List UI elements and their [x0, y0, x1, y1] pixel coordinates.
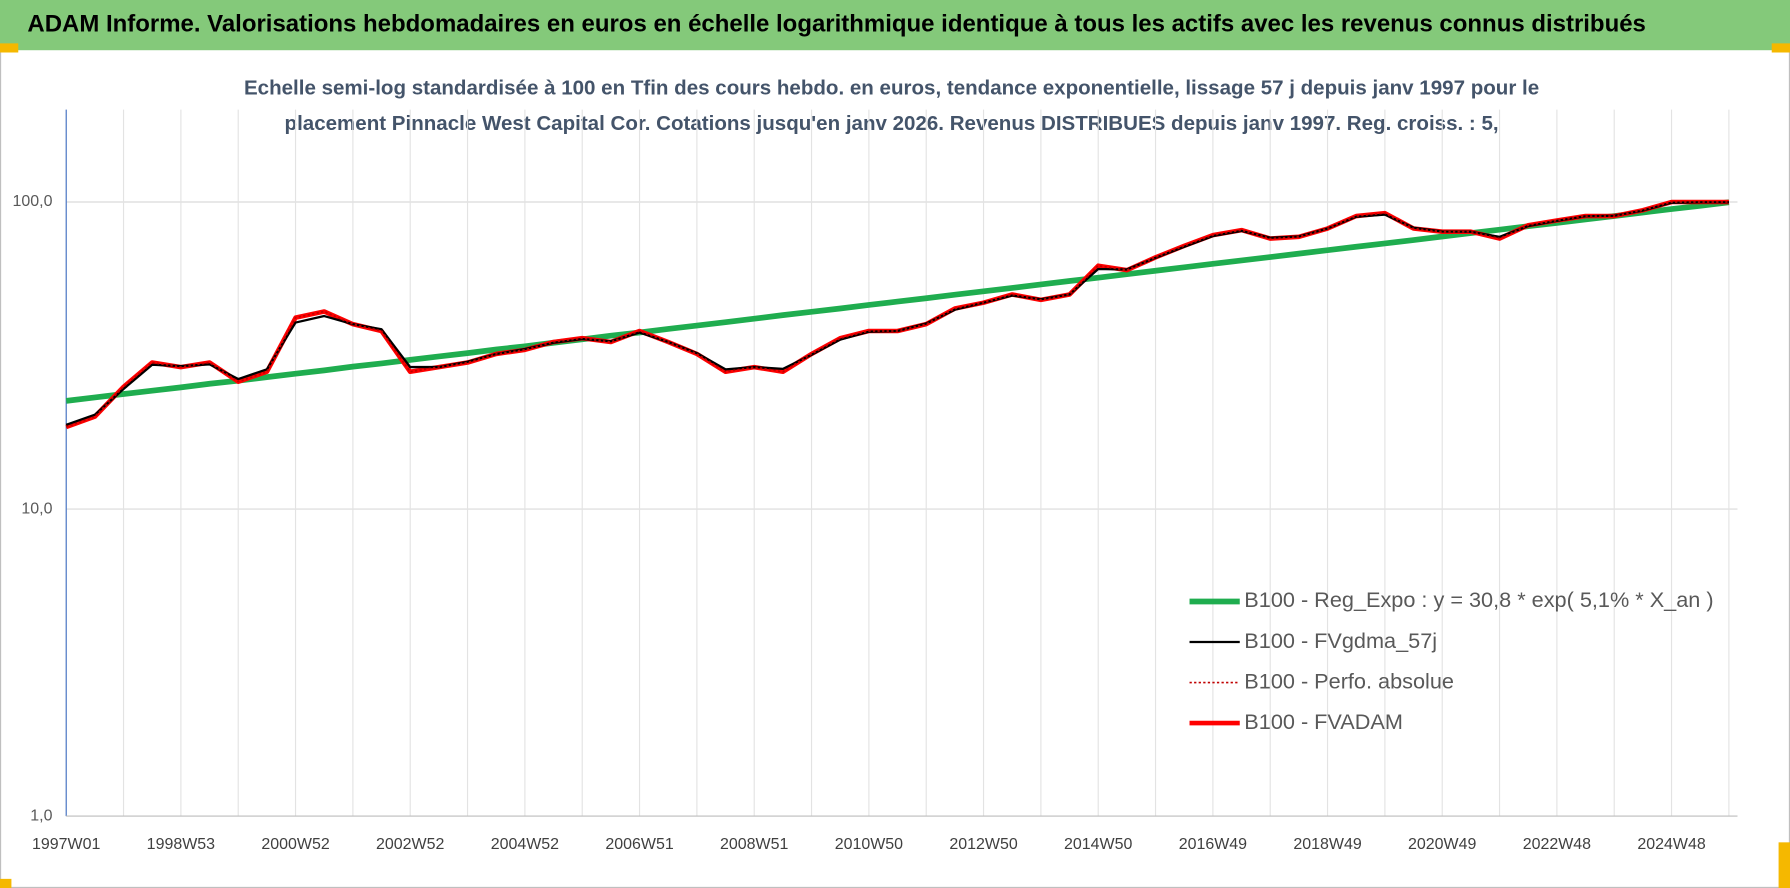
series-line: [65, 201, 1729, 428]
y-tick-label: 10,0: [21, 500, 52, 517]
x-tick-label: 2014W50: [1064, 836, 1132, 853]
corner: [1771, 43, 1790, 53]
title-bar: [0, 0, 1790, 51]
corner: [0, 878, 12, 888]
legend: B100 - Reg_Expo : y = 30,8 * exp( 5,1% *…: [1189, 587, 1714, 734]
x-tick-label: 2010W50: [835, 836, 903, 853]
x-tick-label: 2018W49: [1293, 836, 1361, 853]
chart-subtitle: Echelle semi-log standardisée à 100 en T…: [244, 76, 1539, 99]
legend-label: B100 - Reg_Expo : y = 30,8 * exp( 5,1% *…: [1244, 587, 1713, 612]
legend-label: B100 - FVADAM: [1244, 709, 1403, 734]
x-tick-label: 2008W51: [720, 836, 788, 853]
series-line: [65, 199, 1730, 404]
x-tick-label: 1997W01: [32, 836, 100, 853]
y-tick-label: 100,0: [13, 193, 53, 210]
x-tick-label: 2016W49: [1179, 836, 1247, 853]
plot-area: [65, 199, 1730, 430]
legend-label: B100 - Perfo. absolue: [1244, 668, 1454, 693]
x-tick-label: 2002W52: [376, 836, 444, 853]
x-tick-label: 2020W49: [1408, 836, 1476, 853]
y-tick-label: 1,0: [30, 807, 52, 824]
x-tick-label: 2024W48: [1637, 836, 1705, 853]
corner: [0, 43, 19, 53]
legend-label: B100 - FVgdma_57j: [1244, 628, 1437, 653]
chart-title: ADAM Informe. Valorisations hebdomadaire…: [27, 10, 1645, 37]
x-tick-label: 2006W51: [605, 836, 673, 853]
x-tick-label: 2022W48: [1523, 836, 1591, 853]
x-tick-label: 2004W52: [491, 836, 559, 853]
x-tick-label: 1998W53: [147, 836, 215, 853]
chart-subtitle: placement Pinnacle West Capital Cor. Cot…: [285, 112, 1499, 135]
x-tick-label: 2000W52: [261, 836, 329, 853]
grid: 1,0 10,0 100,0 1997W01 1998W53 2000W52 2002W52…: [13, 109, 1738, 853]
x-tick-label: 2012W50: [949, 836, 1017, 853]
corner: [1778, 842, 1790, 888]
